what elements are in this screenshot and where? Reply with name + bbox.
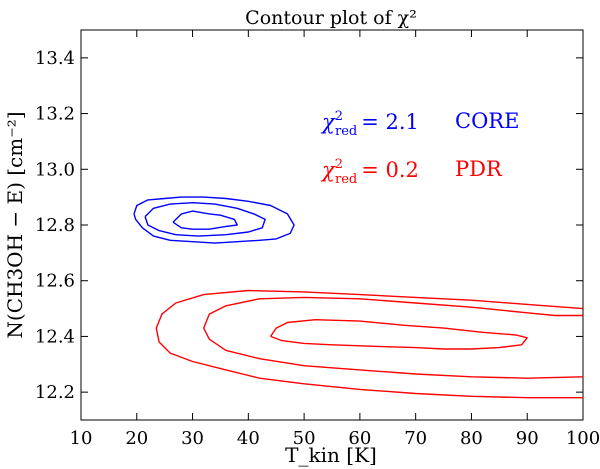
annotation-pdr-chi: χ	[320, 158, 336, 182]
x-tick-label: 100	[566, 428, 600, 449]
y-tick-label: 13.0	[35, 159, 75, 180]
x-tick-label: 20	[125, 428, 148, 449]
y-tick-label: 13.2	[35, 104, 75, 125]
annotation-pdr-value: = 0.2	[361, 158, 419, 182]
series-core	[133, 196, 295, 244]
y-tick-label: 12.4	[35, 326, 75, 347]
pdr-contour-level-3	[270, 319, 528, 350]
x-tick-label: 30	[181, 428, 204, 449]
pdr-contour-level-2	[203, 296, 583, 379]
pdr-contour-level-1	[155, 289, 583, 399]
annotation-core-value: = 2.1	[361, 110, 419, 134]
core-contour-level-3	[172, 210, 238, 230]
chart-title: Contour plot of χ²	[245, 7, 417, 29]
x-tick-label: 60	[348, 428, 371, 449]
x-axis-title: T_kin [K]	[285, 443, 377, 467]
y-axis: 12.2 12.4 12.6 12.8 13.0 13.2 13.4	[35, 48, 583, 403]
annotation-core-sup: 2	[335, 109, 343, 124]
core-contour-level-1	[133, 196, 295, 244]
x-axis: 10 20 30 40 50 60 70 80 90 100	[70, 30, 600, 449]
y-tick-label: 12.6	[35, 271, 75, 292]
contour-series-group	[133, 196, 583, 399]
x-tick-label: 40	[237, 428, 260, 449]
annotation-core-label: CORE	[455, 109, 519, 133]
annotation-core-sub: red	[335, 124, 357, 139]
y-tick-label: 13.4	[35, 48, 75, 69]
core-contour-level-2	[144, 202, 266, 237]
annotation-pdr-sup: 2	[335, 157, 343, 172]
y-tick-label: 12.2	[35, 382, 75, 403]
annotation-core-chi: χ	[320, 110, 336, 134]
y-axis-title: N(CH3OH − E) [cm⁻²]	[3, 111, 27, 338]
x-tick-label: 70	[404, 428, 427, 449]
annotation-pdr: χ2 red = 0.2 PDR	[320, 157, 503, 187]
annotation-pdr-sub: red	[335, 172, 357, 187]
annotation-pdr-label: PDR	[455, 157, 503, 181]
x-tick-label: 80	[460, 428, 483, 449]
annotation-core: χ2 red = 2.1 CORE	[320, 109, 519, 139]
y-tick-label: 12.8	[35, 215, 75, 236]
x-tick-label: 90	[516, 428, 539, 449]
plot-area	[80, 29, 584, 421]
x-tick-label: 10	[70, 428, 93, 449]
series-pdr	[155, 289, 583, 399]
x-tick-label: 50	[293, 428, 316, 449]
